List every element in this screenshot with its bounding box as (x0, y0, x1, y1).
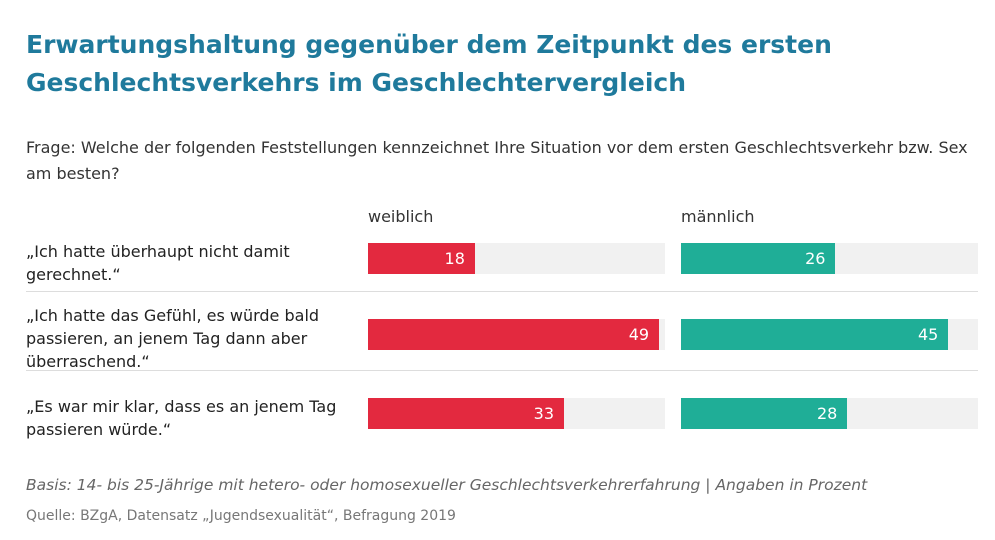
footnote: Basis: 14- bis 25-Jährige mit hetero- od… (26, 476, 868, 494)
category-label: „Es war mir klar, dass es an jenem Tag p… (26, 397, 337, 439)
category-label: „Ich hatte überhaupt nicht damit gerechn… (26, 242, 290, 284)
bar (681, 319, 949, 350)
bar (368, 243, 475, 274)
value-label: 26 (805, 249, 826, 268)
value-label: 49 (628, 325, 650, 344)
source: Quelle: BZgA, Datensatz „Jugendsexualitä… (26, 508, 456, 524)
row-separator (26, 370, 978, 371)
bar (368, 319, 660, 350)
bar (368, 398, 565, 429)
value-label: 33 (533, 404, 555, 423)
chart-subtitle: Frage: Welche der folgenden Feststellung… (26, 138, 968, 183)
value-label: 45 (917, 325, 939, 344)
category-label: „Ich hatte das Gefühl, es würde bald pas… (26, 306, 320, 371)
bar (681, 243, 836, 274)
chart-title: Erwartungshaltung gegenüber dem Zeitpunk… (26, 30, 832, 97)
row-separator (26, 291, 978, 292)
value-label: 18 (444, 249, 465, 268)
value-label: 28 (816, 404, 838, 423)
bar (681, 398, 848, 429)
series-label: weiblich (368, 207, 434, 226)
series-label: männlich (681, 207, 755, 226)
